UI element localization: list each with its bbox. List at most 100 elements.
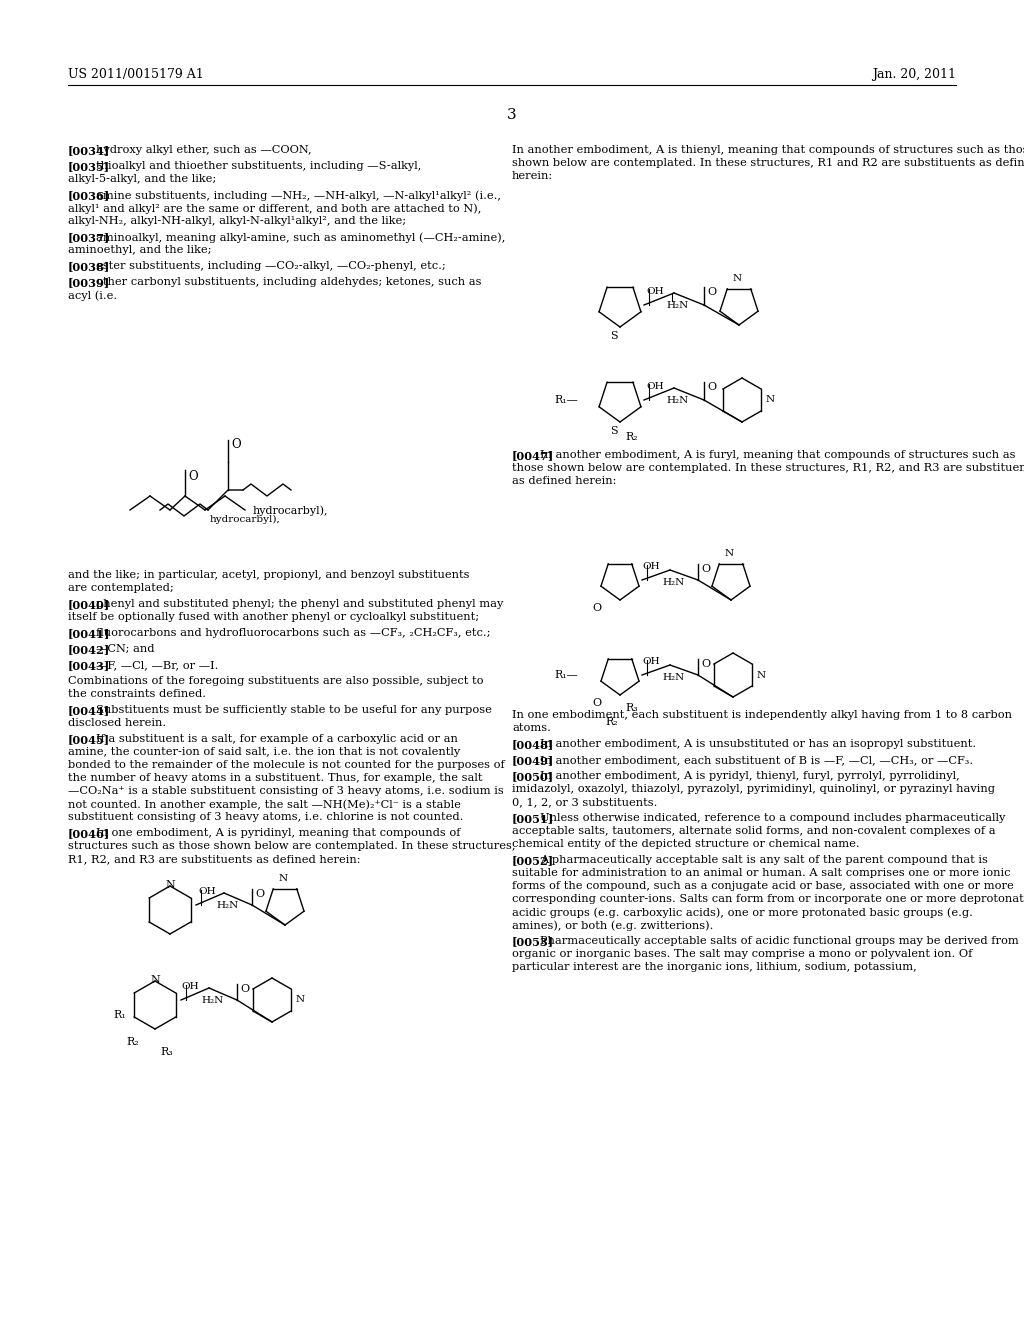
Text: H₂N: H₂N	[216, 902, 239, 909]
Text: A pharmaceutically acceptable salt is any salt of the parent compound that is: A pharmaceutically acceptable salt is an…	[540, 855, 988, 865]
Text: acyl (i.e.: acyl (i.e.	[68, 290, 117, 301]
Text: atoms.: atoms.	[512, 723, 551, 733]
Text: fluorocarbons and hydrofluorocarbons such as —CF₃, ₂CH₂CF₃, etc.;: fluorocarbons and hydrofluorocarbons suc…	[96, 628, 490, 638]
Text: alkyl-5-alkyl, and the like;: alkyl-5-alkyl, and the like;	[68, 174, 216, 183]
Text: Pharmaceutically acceptable salts of acidic functional groups may be derived fro: Pharmaceutically acceptable salts of aci…	[540, 936, 1019, 946]
Text: US 2011/0015179 A1: US 2011/0015179 A1	[68, 69, 204, 81]
Text: [0040]: [0040]	[68, 599, 111, 610]
Text: corresponding counter-ions. Salts can form from or incorporate one or more depro: corresponding counter-ions. Salts can fo…	[512, 894, 1024, 904]
Text: R₁—: R₁—	[554, 671, 578, 680]
Text: [0039]: [0039]	[68, 277, 111, 288]
Text: R₂: R₂	[126, 1038, 138, 1047]
Text: —CO₂Na⁺ is a stable substituent consisting of 3 heavy atoms, i.e. sodium is: —CO₂Na⁺ is a stable substituent consisti…	[68, 785, 504, 796]
Text: S: S	[610, 331, 617, 341]
Text: O: O	[707, 381, 716, 392]
Text: Jan. 20, 2011: Jan. 20, 2011	[872, 69, 956, 81]
Text: 3: 3	[507, 108, 517, 121]
Text: O: O	[701, 564, 710, 574]
Text: not counted. In another example, the salt —NH(Me)₂⁺Cl⁻ is a stable: not counted. In another example, the sal…	[68, 799, 461, 809]
Text: suitable for administration to an animal or human. A salt comprises one or more : suitable for administration to an animal…	[512, 869, 1011, 878]
Text: [0048]: [0048]	[512, 739, 554, 750]
Text: OH: OH	[642, 657, 659, 667]
Text: [0046]: [0046]	[68, 828, 111, 840]
Text: [0052]: [0052]	[512, 855, 554, 866]
Text: [0053]: [0053]	[512, 936, 554, 946]
Text: [0047]: [0047]	[512, 450, 554, 461]
Text: R₁—: R₁—	[554, 395, 578, 405]
Text: phenyl and substituted phenyl; the phenyl and substituted phenyl may: phenyl and substituted phenyl; the pheny…	[96, 599, 504, 609]
Text: itself be optionally fused with another phenyl or cycloalkyl substituent;: itself be optionally fused with another …	[68, 612, 479, 622]
Text: OH: OH	[642, 562, 659, 572]
Text: OH: OH	[181, 982, 199, 991]
Text: the constraints defined.: the constraints defined.	[68, 689, 206, 700]
Text: In another embodiment, A is furyl, meaning that compounds of structures such as: In another embodiment, A is furyl, meani…	[540, 450, 1016, 459]
Text: alkyl¹ and alkyl² are the same or different, and both are attached to N),: alkyl¹ and alkyl² are the same or differ…	[68, 203, 481, 214]
Text: amine, the counter-ion of said salt, i.e. the ion that is not covalently: amine, the counter-ion of said salt, i.e…	[68, 747, 460, 756]
Text: N: N	[724, 549, 733, 558]
Text: R₁: R₁	[113, 1010, 126, 1020]
Text: bonded to the remainder of the molecule is not counted for the purposes of: bonded to the remainder of the molecule …	[68, 760, 505, 770]
Text: [0035]: [0035]	[68, 161, 111, 172]
Text: [0044]: [0044]	[68, 705, 111, 715]
Text: R₂: R₂	[605, 717, 617, 727]
Text: R₂: R₂	[625, 432, 638, 442]
Text: [0041]: [0041]	[68, 628, 111, 639]
Text: N: N	[151, 975, 160, 985]
Text: substituent consisting of 3 heavy atoms, i.e. chlorine is not counted.: substituent consisting of 3 heavy atoms,…	[68, 812, 464, 822]
Text: herein:: herein:	[512, 172, 553, 181]
Text: organic or inorganic bases. The salt may comprise a mono or polyvalent ion. Of: organic or inorganic bases. The salt may…	[512, 949, 973, 960]
Text: In one embodiment, A is pyridinyl, meaning that compounds of: In one embodiment, A is pyridinyl, meani…	[96, 828, 461, 838]
Text: alkyl-NH₂, alkyl-NH-alkyl, alkyl-N-alkyl¹alkyl², and the like;: alkyl-NH₂, alkyl-NH-alkyl, alkyl-N-alkyl…	[68, 216, 407, 226]
Text: shown below are contemplated. In these structures, R1 and R2 are substituents as: shown below are contemplated. In these s…	[512, 158, 1024, 168]
Text: thioalkyl and thioether substituents, including —S-alkyl,: thioalkyl and thioether substituents, in…	[96, 161, 421, 172]
Text: OH: OH	[646, 286, 664, 296]
Text: H₂N: H₂N	[201, 997, 223, 1005]
Text: O: O	[707, 286, 716, 297]
Text: and the like; in particular, acetyl, propionyl, and benzoyl substituents: and the like; in particular, acetyl, pro…	[68, 570, 469, 579]
Text: [0038]: [0038]	[68, 261, 111, 272]
Text: [0051]: [0051]	[512, 813, 554, 824]
Text: [0037]: [0037]	[68, 232, 111, 243]
Text: forms of the compound, such as a conjugate acid or base, associated with one or : forms of the compound, such as a conjuga…	[512, 880, 1014, 891]
Text: aminoalkyl, meaning alkyl-amine, such as aminomethyl (—CH₂-amine),: aminoalkyl, meaning alkyl-amine, such as…	[96, 232, 506, 243]
Text: O: O	[255, 888, 264, 899]
Text: —F, —Cl, —Br, or —I.: —F, —Cl, —Br, or —I.	[96, 660, 218, 671]
Text: H₂N: H₂N	[662, 578, 684, 587]
Text: imidazolyl, oxazolyl, thiazolyl, pyrazolyl, pyrimidinyl, quinolinyl, or pyraziny: imidazolyl, oxazolyl, thiazolyl, pyrazol…	[512, 784, 995, 795]
Text: amine substituents, including —NH₂, —NH-alkyl, —N-alkyl¹alkyl² (i.e.,: amine substituents, including —NH₂, —NH-…	[96, 190, 501, 201]
Text: In another embodiment, each substituent of B is —F, —Cl, —CH₃, or —CF₃.: In another embodiment, each substituent …	[540, 755, 973, 766]
Text: H₂N: H₂N	[666, 301, 688, 310]
Text: are contemplated;: are contemplated;	[68, 583, 174, 593]
Text: N: N	[732, 275, 741, 282]
Text: Substituents must be sufficiently stable to be useful for any purpose: Substituents must be sufficiently stable…	[96, 705, 492, 715]
Text: O: O	[188, 470, 198, 483]
Text: hydroxy alkyl ether, such as —COON,: hydroxy alkyl ether, such as —COON,	[96, 145, 311, 154]
Text: R1, R2, and R3 are substituents as defined herein:: R1, R2, and R3 are substituents as defin…	[68, 854, 360, 865]
Text: hydrocarbyl),: hydrocarbyl),	[253, 506, 329, 516]
Text: N: N	[296, 995, 305, 1005]
Text: [0049]: [0049]	[512, 755, 554, 766]
Text: O: O	[592, 698, 601, 708]
Text: H₂N: H₂N	[666, 396, 688, 405]
Text: In another embodiment, A is thienyl, meaning that compounds of structures such a: In another embodiment, A is thienyl, mea…	[512, 145, 1024, 154]
Text: R₃: R₃	[160, 1047, 173, 1057]
Text: acidic groups (e.g. carboxylic acids), one or more protonated basic groups (e.g.: acidic groups (e.g. carboxylic acids), o…	[512, 907, 973, 917]
Text: amines), or both (e.g. zwitterions).: amines), or both (e.g. zwitterions).	[512, 920, 714, 931]
Text: N: N	[165, 880, 175, 890]
Text: ester substituents, including —CO₂-alkyl, —CO₂-phenyl, etc.;: ester substituents, including —CO₂-alkyl…	[96, 261, 445, 271]
Text: [0034]: [0034]	[68, 145, 111, 156]
Text: disclosed herein.: disclosed herein.	[68, 718, 166, 729]
Text: N: N	[279, 874, 288, 883]
Text: 0, 1, 2, or 3 substituents.: 0, 1, 2, or 3 substituents.	[512, 797, 657, 807]
Text: particular interest are the inorganic ions, lithium, sodium, potassium,: particular interest are the inorganic io…	[512, 962, 916, 972]
Text: O: O	[240, 983, 249, 994]
Text: [0042]: [0042]	[68, 644, 111, 655]
Text: If a substituent is a salt, for example of a carboxylic acid or an: If a substituent is a salt, for example …	[96, 734, 458, 744]
Text: S: S	[610, 426, 617, 436]
Text: OH: OH	[646, 381, 664, 391]
Text: In one embodiment, each substituent is independently alkyl having from 1 to 8 ca: In one embodiment, each substituent is i…	[512, 710, 1012, 719]
Text: R₃: R₃	[625, 704, 638, 713]
Text: those shown below are contemplated. In these structures, R1, R2, and R3 are subs: those shown below are contemplated. In t…	[512, 463, 1024, 473]
Text: In another embodiment, A is pyridyl, thienyl, furyl, pyrrolyl, pyrrolidinyl,: In another embodiment, A is pyridyl, thi…	[540, 771, 959, 781]
Text: —CN; and: —CN; and	[96, 644, 155, 653]
